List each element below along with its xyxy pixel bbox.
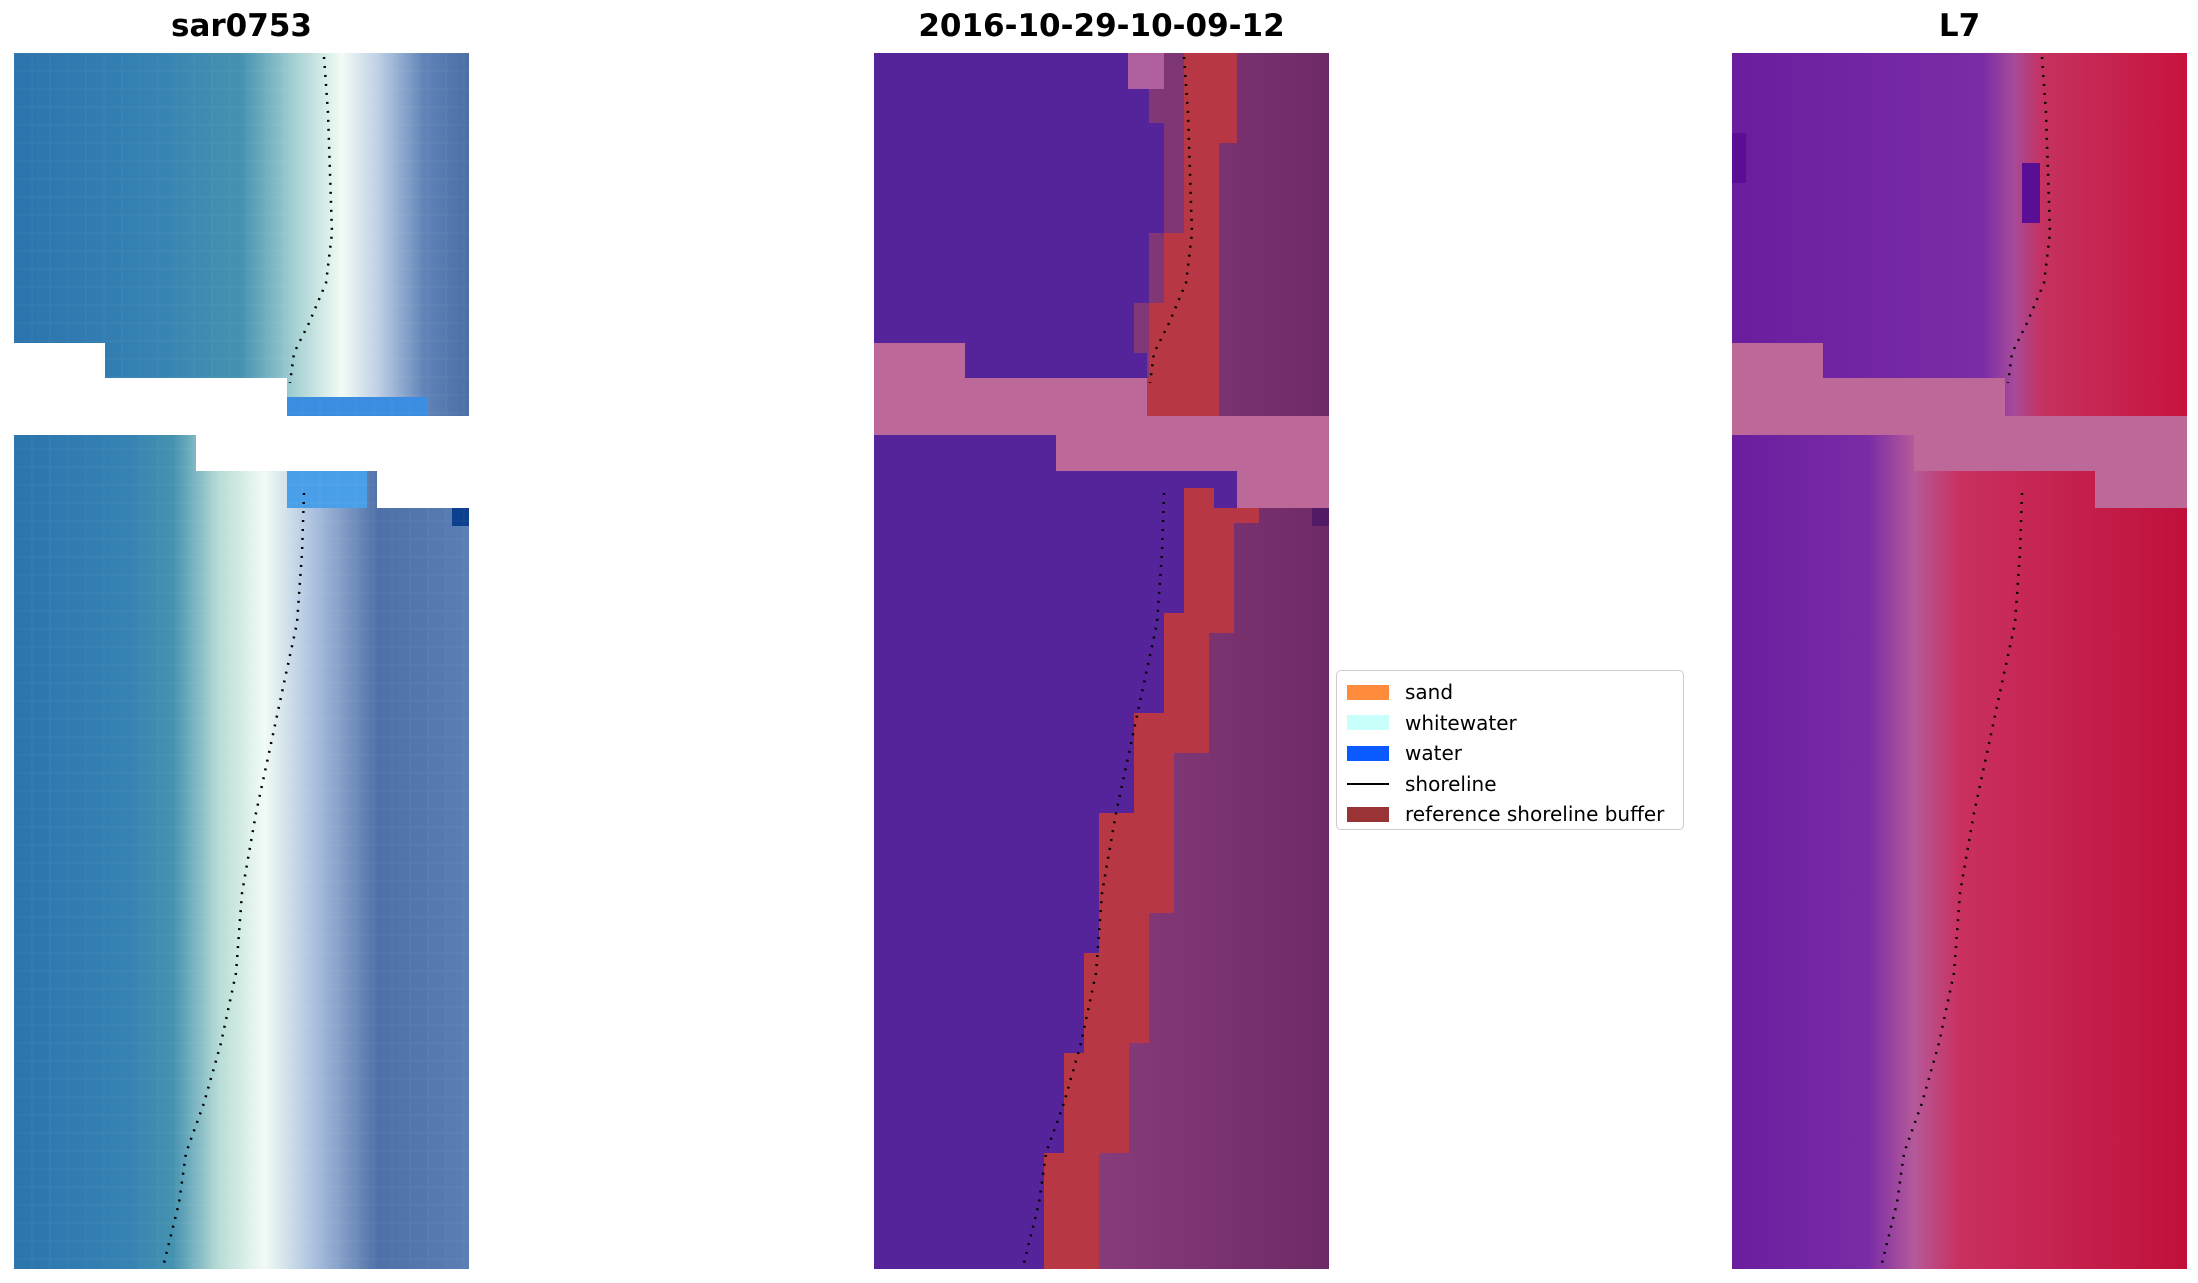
panel-title-rgb: sar0753: [171, 8, 312, 44]
legend-item-whitewater: whitewater: [1347, 708, 1673, 739]
rgb-image-panel: [14, 53, 469, 1269]
legend-item-shoreline: shoreline: [1347, 769, 1673, 800]
l7-image-panel: [1732, 53, 2187, 1269]
legend-label: water: [1405, 741, 1462, 766]
legend-label: whitewater: [1405, 710, 1517, 735]
sand-swatch: [1347, 684, 1389, 700]
legend-item-reference-buffer: reference shoreline buffer: [1347, 799, 1673, 830]
panel-title-mndwi: L7: [1938, 8, 1981, 44]
reference-buffer-swatch: [1347, 806, 1389, 822]
legend-item-sand: sand: [1347, 677, 1673, 708]
classified-image-panel: [874, 53, 1329, 1269]
water-swatch: [1347, 745, 1389, 761]
legend-label: reference shoreline buffer: [1405, 802, 1665, 827]
panel-title-classified: 2016-10-29-10-09-12: [918, 8, 1285, 44]
legend-label: sand: [1405, 680, 1454, 705]
shoreline-line-swatch: [1347, 782, 1389, 785]
legend-item-water: water: [1347, 738, 1673, 769]
whitewater-swatch: [1347, 715, 1389, 731]
legend: sand whitewater water shoreline referenc…: [1336, 670, 1684, 830]
legend-label: shoreline: [1405, 771, 1497, 796]
